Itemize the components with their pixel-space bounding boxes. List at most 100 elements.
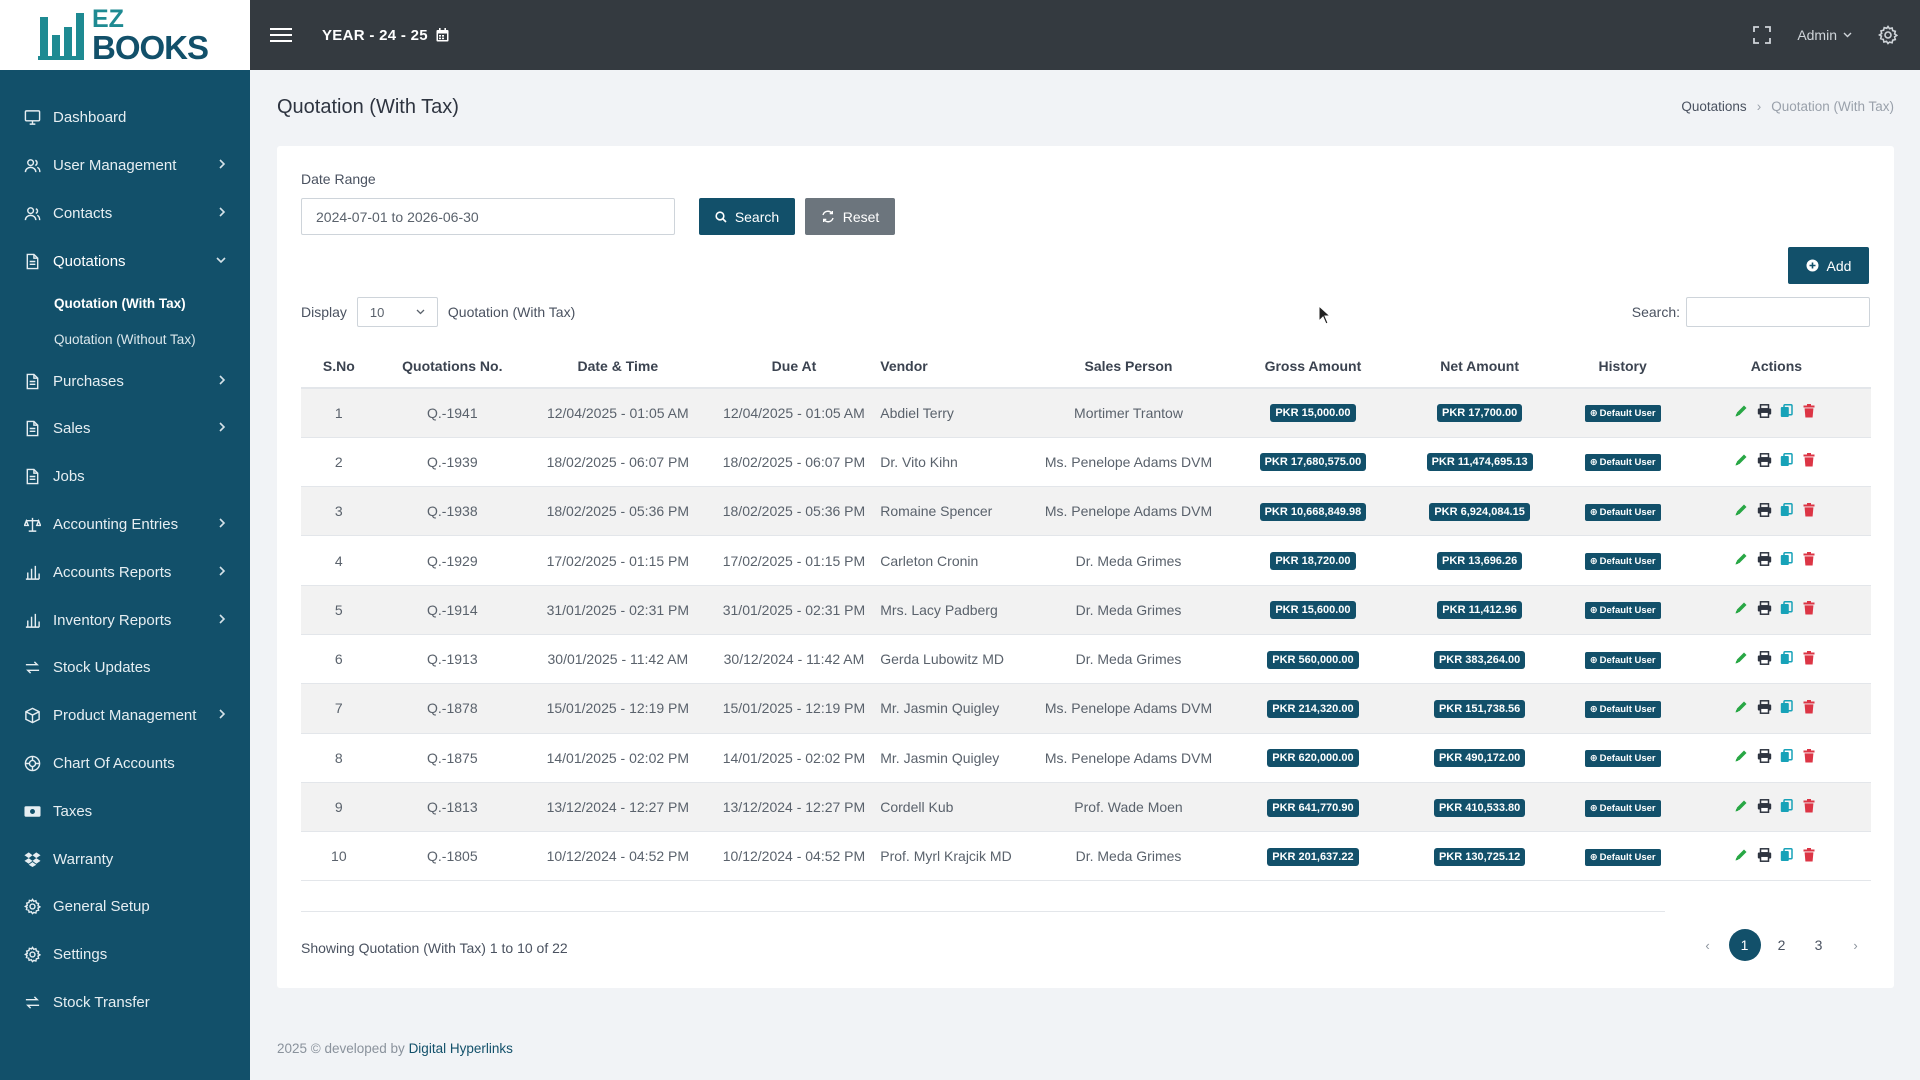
table-search-input[interactable] bbox=[1686, 297, 1870, 327]
edit-icon[interactable] bbox=[1734, 404, 1749, 419]
breadcrumb-quotations[interactable]: Quotations bbox=[1681, 99, 1747, 114]
copy-icon[interactable] bbox=[1780, 749, 1795, 764]
menu-toggle-icon[interactable] bbox=[270, 24, 292, 46]
table-row[interactable]: 9 Q.-1813 13/12/2024 - 12:27 PM 13/12/2024 … bbox=[301, 782, 1871, 832]
copy-icon[interactable] bbox=[1780, 699, 1795, 715]
column-header-sales-person[interactable]: Sales Person bbox=[1026, 345, 1231, 389]
print-icon[interactable] bbox=[1757, 847, 1772, 863]
sidebar-item-accounting-entries[interactable]: Accounting Entries bbox=[0, 501, 250, 549]
column-header-quotations-no[interactable]: Quotations No. bbox=[376, 345, 528, 389]
sidebar-item-jobs[interactable]: Jobs bbox=[0, 453, 250, 501]
table-row[interactable]: 6 Q.-1913 30/01/2025 - 11:42 AM 30/12/2024 … bbox=[301, 634, 1871, 684]
table-row[interactable]: 7 Q.-1878 15/01/2025 - 12:19 PM 15/01/2025 … bbox=[301, 683, 1871, 734]
sidebar-item-general-setup[interactable]: General Setup bbox=[0, 883, 250, 931]
sidebar-item-inventory-reports[interactable]: Inventory Reports bbox=[0, 596, 250, 644]
history-badge[interactable]: ⊕ Default User bbox=[1584, 503, 1661, 521]
copy-icon[interactable] bbox=[1780, 601, 1795, 616]
table-row[interactable]: 3 Q.-1938 18/02/2025 - 05:36 PM 18/02/2025 … bbox=[301, 486, 1871, 536]
edit-icon[interactable] bbox=[1734, 503, 1749, 518]
sidebar-item-purchases[interactable]: Purchases bbox=[0, 357, 250, 405]
edit-icon[interactable] bbox=[1734, 848, 1749, 863]
history-badge[interactable]: ⊕ Default User bbox=[1584, 799, 1661, 817]
copy-icon[interactable] bbox=[1780, 847, 1795, 863]
table-row[interactable]: 4 Q.-1929 17/02/2025 - 01:15 PM 17/02/2025 … bbox=[301, 536, 1871, 586]
print-icon[interactable] bbox=[1757, 798, 1772, 814]
page-length-select[interactable]: 10 bbox=[356, 297, 438, 327]
column-header-s-no[interactable]: S.No bbox=[301, 345, 377, 389]
table-row[interactable]: 10 Q.-1805 10/12/2024 - 04:52 PM 10/12/2024… bbox=[301, 832, 1871, 881]
add-button[interactable]: Add bbox=[1788, 247, 1869, 284]
delete-icon[interactable] bbox=[1803, 749, 1818, 764]
history-badge[interactable]: ⊕ Default User bbox=[1584, 454, 1661, 472]
edit-icon[interactable] bbox=[1734, 453, 1749, 468]
table-row[interactable]: 2 Q.-1939 18/02/2025 - 06:07 PM 18/02/2025 … bbox=[301, 437, 1871, 487]
edit-icon[interactable] bbox=[1734, 749, 1749, 764]
print-icon[interactable] bbox=[1757, 749, 1772, 764]
sidebar-item-sales[interactable]: Sales bbox=[0, 405, 250, 453]
delete-icon[interactable] bbox=[1803, 798, 1818, 814]
history-badge[interactable]: ⊕ Default User bbox=[1584, 405, 1661, 423]
print-icon[interactable] bbox=[1757, 453, 1772, 468]
sidebar-item-quotations[interactable]: Quotations bbox=[0, 237, 250, 285]
copy-icon[interactable] bbox=[1780, 404, 1795, 419]
column-header-gross-amount[interactable]: Gross Amount bbox=[1230, 345, 1396, 389]
print-icon[interactable] bbox=[1757, 650, 1772, 666]
pagination-prev[interactable]: ‹ bbox=[1705, 937, 1710, 953]
sidebar-subitem-quotation-with-tax[interactable]: Quotation (With Tax) bbox=[54, 295, 186, 311]
edit-icon[interactable] bbox=[1734, 651, 1749, 666]
copy-icon[interactable] bbox=[1780, 650, 1795, 666]
history-badge[interactable]: ⊕ Default User bbox=[1584, 848, 1661, 866]
delete-icon[interactable] bbox=[1803, 699, 1818, 715]
search-button[interactable]: Search bbox=[699, 198, 795, 235]
pagination-page-3[interactable]: 3 bbox=[1814, 937, 1823, 953]
sidebar-item-dashboard[interactable]: Dashboard bbox=[0, 94, 250, 142]
pagination-page-2[interactable]: 2 bbox=[1777, 937, 1786, 953]
date-range-input[interactable]: 2024-07-01 to 2026-06-30 bbox=[301, 198, 675, 235]
table-row[interactable]: 8 Q.-1875 14/01/2025 - 02:02 PM 14/01/2025 … bbox=[301, 733, 1871, 783]
table-row[interactable]: 5 Q.-1914 31/01/2025 - 02:31 PM 31/01/2025 … bbox=[301, 585, 1871, 635]
copy-icon[interactable] bbox=[1780, 552, 1795, 567]
edit-icon[interactable] bbox=[1734, 700, 1749, 715]
delete-icon[interactable] bbox=[1803, 847, 1818, 863]
delete-icon[interactable] bbox=[1803, 404, 1818, 419]
sidebar-item-taxes[interactable]: Taxes bbox=[0, 787, 250, 835]
delete-icon[interactable] bbox=[1803, 552, 1818, 567]
footer-link[interactable]: Digital Hyperlinks bbox=[408, 1041, 513, 1056]
column-header-history[interactable]: History bbox=[1563, 345, 1682, 389]
fiscal-year[interactable]: YEAR - 24 - 25 bbox=[322, 27, 449, 44]
edit-icon[interactable] bbox=[1734, 601, 1749, 616]
history-badge[interactable]: ⊕ Default User bbox=[1584, 750, 1661, 768]
table-row[interactable]: 1 Q.-1941 12/04/2025 - 01:05 AM 12/04/2025 … bbox=[301, 388, 1871, 438]
sidebar-item-warranty[interactable]: Warranty bbox=[0, 835, 250, 883]
column-header-due-at[interactable]: Due At bbox=[707, 345, 881, 389]
print-icon[interactable] bbox=[1757, 404, 1772, 419]
delete-icon[interactable] bbox=[1803, 453, 1818, 468]
history-badge[interactable]: ⊕ Default User bbox=[1584, 651, 1661, 669]
delete-icon[interactable] bbox=[1803, 601, 1818, 616]
history-badge[interactable]: ⊕ Default User bbox=[1584, 553, 1661, 571]
user-menu[interactable]: Admin bbox=[1797, 27, 1852, 43]
brand-logo[interactable]: EZ BOOKS bbox=[0, 0, 250, 70]
pagination-next[interactable]: › bbox=[1853, 937, 1858, 953]
sidebar-item-chart-of-accounts[interactable]: Chart Of Accounts bbox=[0, 740, 250, 788]
copy-icon[interactable] bbox=[1780, 502, 1795, 518]
sidebar-item-accounts-reports[interactable]: Accounts Reports bbox=[0, 548, 250, 596]
edit-icon[interactable] bbox=[1734, 552, 1749, 567]
sidebar-item-stock-transfer[interactable]: Stock Transfer bbox=[0, 979, 250, 1027]
sidebar-item-stock-updates[interactable]: Stock Updates bbox=[0, 644, 250, 692]
sidebar-item-user-management[interactable]: User Management bbox=[0, 142, 250, 190]
pagination-page-1[interactable]: 1 bbox=[1726, 929, 1763, 961]
copy-icon[interactable] bbox=[1780, 798, 1795, 814]
edit-icon[interactable] bbox=[1734, 799, 1749, 814]
sidebar-item-product-management[interactable]: Product Management bbox=[0, 692, 250, 740]
sidebar-item-contacts[interactable]: Contacts bbox=[0, 190, 250, 238]
copy-icon[interactable] bbox=[1780, 453, 1795, 468]
column-header-date-time[interactable]: Date & Time bbox=[527, 345, 708, 389]
print-icon[interactable] bbox=[1757, 601, 1772, 616]
column-header-vendor[interactable]: Vendor bbox=[880, 345, 1027, 389]
delete-icon[interactable] bbox=[1803, 650, 1818, 666]
sidebar-subitem-quotation-without-tax[interactable]: Quotation (Without Tax) bbox=[54, 331, 196, 347]
history-badge[interactable]: ⊕ Default User bbox=[1584, 700, 1661, 718]
gear-icon[interactable] bbox=[1878, 25, 1898, 45]
print-icon[interactable] bbox=[1757, 502, 1772, 518]
